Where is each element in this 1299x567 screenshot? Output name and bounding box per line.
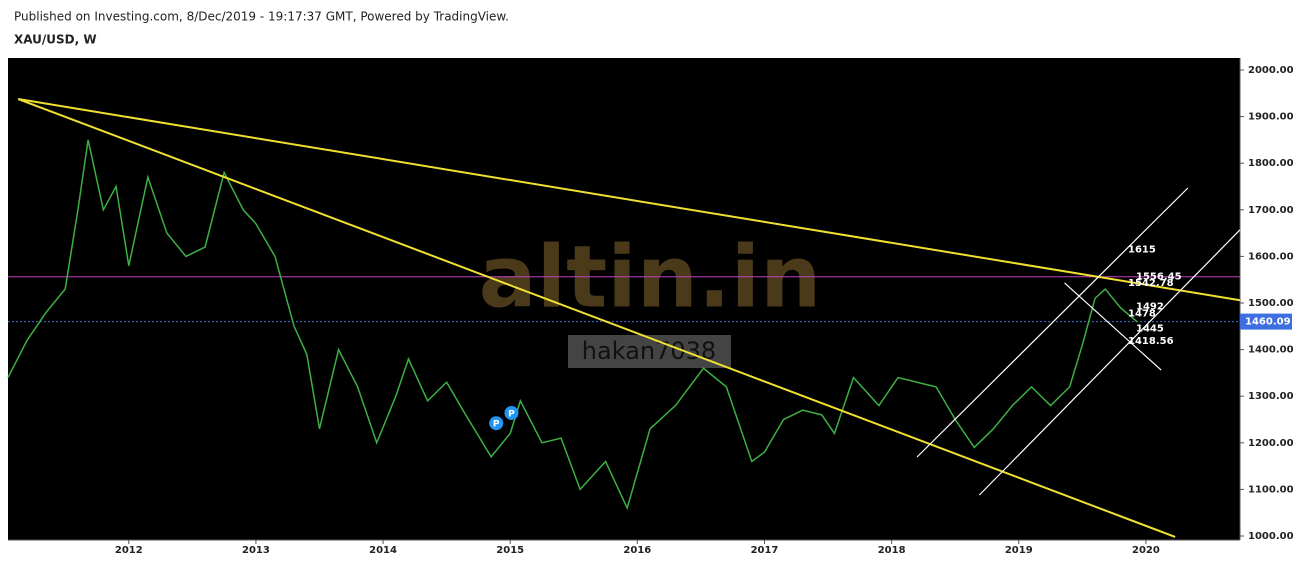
last-price-box <box>1240 313 1292 330</box>
y-tick-label: 1700.00 <box>1248 205 1294 216</box>
pivot-label: P <box>508 409 515 419</box>
y-tick-label: 1100.00 <box>1248 484 1294 495</box>
y-tick-label: 2000.00 <box>1248 65 1294 76</box>
level-label: 1542.78 <box>1128 278 1174 289</box>
watermark-box <box>568 335 731 368</box>
trendline <box>1064 282 1162 371</box>
pivot-label: P <box>493 420 500 430</box>
level-label: 1478 <box>1128 308 1156 319</box>
level-label: 1615 <box>1128 244 1156 255</box>
published-note: Published on Investing.com, 8/Dec/2019 -… <box>14 10 509 24</box>
x-tick-label: 2012 <box>115 545 143 556</box>
y-tick-label: 1800.00 <box>1248 158 1294 169</box>
trendline <box>17 98 1176 538</box>
pivot-marker <box>489 416 504 431</box>
x-tick-label: 2020 <box>1132 545 1160 556</box>
trendline <box>916 187 1189 458</box>
x-tick-label: 2019 <box>1005 545 1033 556</box>
level-label: 1556.45 <box>1136 272 1182 283</box>
y-tick-label: 1300.00 <box>1248 391 1294 402</box>
last-price-label: 1460.09 <box>1245 317 1291 328</box>
y-tick-label: 1000.00 <box>1248 531 1294 542</box>
pivot-marker <box>504 405 519 420</box>
x-tick-label: 2014 <box>369 545 397 556</box>
price-line <box>7 139 1138 511</box>
watermark-user: hakan7038 <box>582 337 716 365</box>
x-tick-label: 2017 <box>751 545 779 556</box>
symbol-title: XAU/USD, W <box>14 33 97 47</box>
watermark-brand: altin.in <box>479 227 822 327</box>
x-tick-label: 2015 <box>496 545 524 556</box>
y-tick-label: 1600.00 <box>1248 251 1294 262</box>
y-tick-label: 1200.00 <box>1248 438 1294 449</box>
y-tick-label: 1400.00 <box>1248 345 1294 356</box>
level-label: 1492 <box>1136 302 1164 313</box>
trendline <box>18 98 1241 302</box>
y-tick-label: 1900.00 <box>1248 112 1294 123</box>
y-tick-label: 1500.00 <box>1248 298 1294 309</box>
level-label: 1445 <box>1136 324 1164 335</box>
x-tick-label: 2016 <box>623 545 651 556</box>
plot-area <box>8 58 1240 540</box>
level-label: 1418.56 <box>1128 336 1174 347</box>
x-tick-label: 2013 <box>242 545 270 556</box>
x-tick-label: 2018 <box>878 545 906 556</box>
trendline <box>978 229 1241 496</box>
